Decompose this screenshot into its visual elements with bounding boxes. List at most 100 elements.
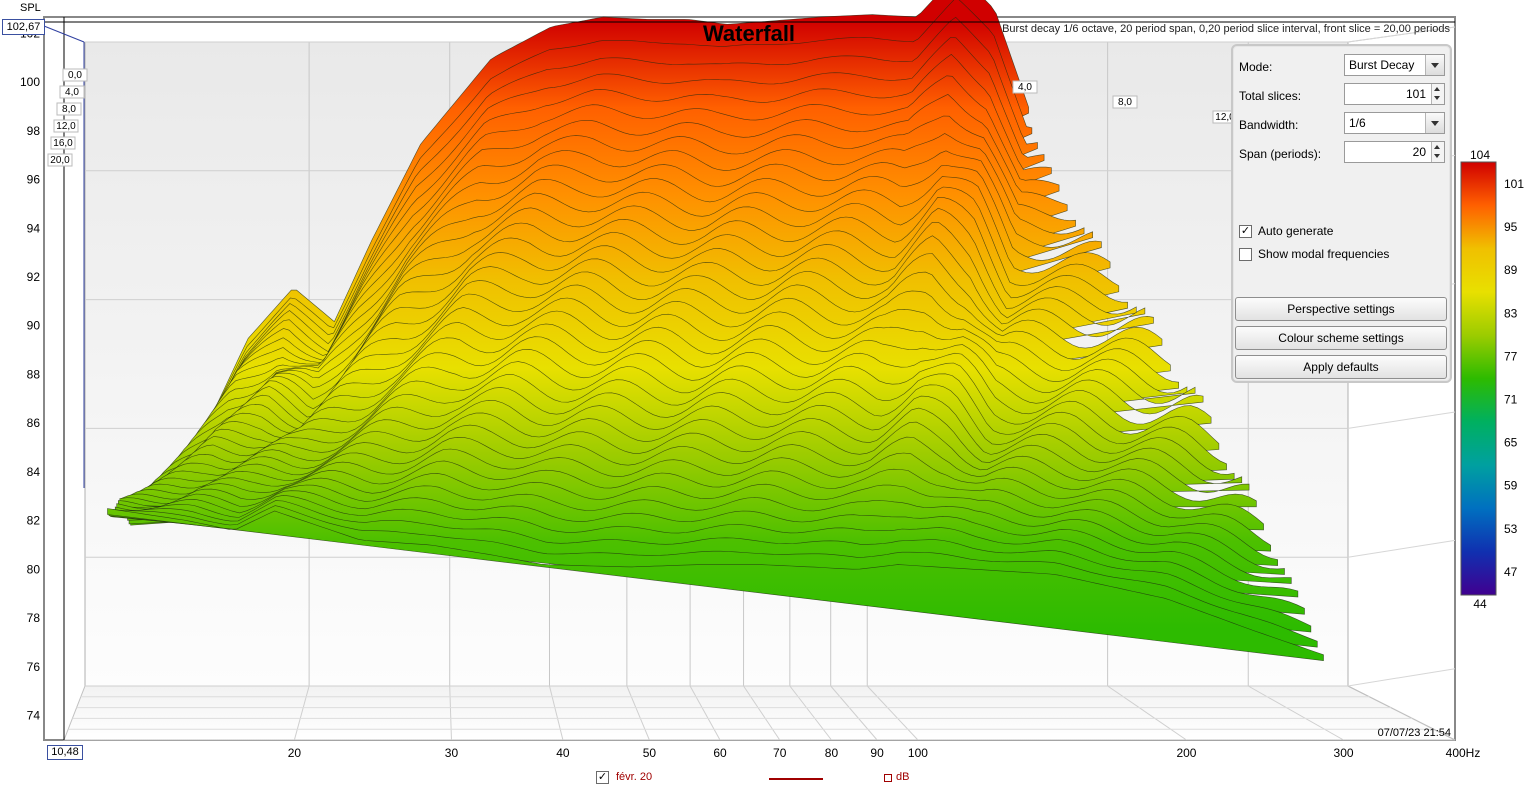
mode-label: Mode: bbox=[1239, 60, 1273, 74]
floor-gridline bbox=[743, 685, 781, 741]
colour-scale-tick: 59 bbox=[1504, 479, 1518, 493]
colour-scale-tick: 65 bbox=[1504, 436, 1518, 450]
y-tick-label: 92 bbox=[27, 270, 41, 284]
colour-scale-tick: 101 bbox=[1504, 177, 1524, 191]
side-gridline bbox=[1347, 668, 1456, 687]
x-cursor-readout: 10,48 bbox=[47, 745, 83, 760]
modal-frequencies-checkbox[interactable] bbox=[1239, 248, 1252, 261]
y-tick-label: 88 bbox=[27, 367, 41, 381]
depth-tick-box bbox=[1012, 80, 1038, 94]
x-tick-label: 80 bbox=[825, 746, 839, 760]
y-tick-label: 80 bbox=[27, 562, 41, 576]
depth-tick-box bbox=[47, 153, 73, 167]
depth-tick-label: 8,0 bbox=[62, 104, 76, 115]
series-checkbox[interactable]: ✓ bbox=[596, 771, 609, 784]
series-line-swatch bbox=[769, 778, 823, 780]
chevron-down-icon[interactable] bbox=[1425, 55, 1444, 75]
slices-stepper[interactable]: 101 bbox=[1344, 83, 1445, 105]
y-tick-label: 84 bbox=[27, 465, 41, 479]
y-tick-label: 76 bbox=[27, 660, 41, 674]
depth-tick-label: 0,0 bbox=[68, 70, 82, 81]
auto-generate-label: Auto generate bbox=[1258, 224, 1334, 238]
modal-frequencies-label: Show modal frequencies bbox=[1258, 247, 1390, 261]
perspective-settings-button[interactable]: Perspective settings bbox=[1235, 297, 1447, 321]
floor-gridline bbox=[449, 685, 452, 741]
span-label: Span (periods): bbox=[1239, 147, 1322, 161]
bandwidth-label: Bandwidth: bbox=[1239, 118, 1299, 132]
colour-scale-tick: 104 bbox=[1470, 148, 1490, 162]
auto-generate-checkbox[interactable]: ✓ bbox=[1239, 225, 1252, 238]
x-tick-label: 50 bbox=[643, 746, 657, 760]
floor-gridline bbox=[1107, 685, 1187, 741]
series-label: févr. 20 bbox=[616, 771, 653, 783]
depth-tick-label: 4,0 bbox=[1018, 82, 1032, 93]
x-tick-label: 100 bbox=[908, 746, 928, 760]
floor-gridline bbox=[789, 685, 832, 741]
depth-tick-box bbox=[59, 85, 85, 99]
x-tick-label: 20 bbox=[288, 746, 302, 760]
x-tick-label: 60 bbox=[713, 746, 727, 760]
colour-scheme-settings-button[interactable]: Colour scheme settings bbox=[1235, 326, 1447, 350]
bandwidth-select[interactable]: 1/6 bbox=[1344, 112, 1445, 134]
depth-tick-label: 8,0 bbox=[1118, 97, 1132, 108]
floor-gridline bbox=[1247, 685, 1344, 741]
depth-tick-label: 12,0 bbox=[56, 121, 76, 132]
right-floor-edge bbox=[1347, 685, 1456, 741]
side-gridline bbox=[1347, 411, 1456, 429]
side-gridline bbox=[1347, 539, 1456, 558]
mode-value: Burst Decay bbox=[1349, 58, 1415, 72]
floor-gridline bbox=[293, 685, 310, 741]
x-tick-label: 40 bbox=[556, 746, 570, 760]
depth-tick-box bbox=[62, 68, 88, 82]
colour-scale: 104 101 95 89 83 77 71 65 59 53 47 44 bbox=[1460, 148, 1524, 611]
colour-scale-bar bbox=[1460, 161, 1497, 596]
depth-tick-label: 20,0 bbox=[50, 155, 70, 166]
colour-scale-tick: 47 bbox=[1504, 565, 1518, 579]
depth-tick-box bbox=[56, 102, 82, 116]
timestamp: 07/07/23 21:54 bbox=[1378, 727, 1451, 739]
y-cursor-readout: 102,67 bbox=[2, 19, 45, 35]
unit-label: dB bbox=[896, 771, 910, 783]
colour-scale-tick: 83 bbox=[1504, 306, 1518, 320]
x-tick-label: 30 bbox=[445, 746, 459, 760]
y-tick-label: 78 bbox=[27, 611, 41, 625]
spin-arrows-icon[interactable] bbox=[1431, 84, 1444, 104]
chart-subtitle: Burst decay 1/6 octave, 20 period span, … bbox=[1002, 23, 1450, 35]
colour-scale-tick: 89 bbox=[1504, 263, 1518, 277]
mode-select[interactable]: Burst Decay bbox=[1344, 54, 1445, 76]
chart-title: Waterfall bbox=[703, 21, 795, 46]
side-gridline bbox=[1347, 26, 1456, 43]
unit-checkbox-icon[interactable] bbox=[884, 774, 892, 782]
apply-defaults-button[interactable]: Apply defaults bbox=[1235, 355, 1447, 379]
colour-scale-tick: 71 bbox=[1504, 393, 1518, 407]
spin-arrows-icon[interactable] bbox=[1431, 142, 1444, 162]
legend: ✓ févr. 20 dB bbox=[596, 771, 926, 787]
floor-gridline bbox=[549, 685, 564, 741]
depth-tick-box bbox=[53, 119, 79, 133]
y-tick-label: 98 bbox=[27, 124, 41, 138]
depth-tick-label: 12,0 bbox=[1215, 112, 1235, 123]
colour-scale-tick: 95 bbox=[1504, 220, 1518, 234]
depth-tick-box bbox=[50, 136, 76, 150]
depth-tick-box bbox=[1112, 95, 1138, 109]
span-value: 20 bbox=[1412, 145, 1426, 159]
x-tick-label: 90 bbox=[870, 746, 884, 760]
y-tick-label: 86 bbox=[27, 416, 41, 430]
y-tick-label: 74 bbox=[27, 709, 41, 723]
x-tick-label: 300 bbox=[1334, 746, 1354, 760]
floor-gridline bbox=[689, 685, 721, 741]
y-axis-label: SPL bbox=[20, 2, 41, 14]
depth-tick-label: 4,0 bbox=[65, 87, 79, 98]
span-stepper[interactable]: 20 bbox=[1344, 141, 1445, 163]
floor-gridline bbox=[830, 685, 878, 741]
waterfall-slice bbox=[107, 508, 1324, 662]
y-tick-label: 94 bbox=[27, 221, 41, 235]
x-tick-label: 400Hz bbox=[1446, 746, 1481, 760]
bandwidth-value: 1/6 bbox=[1349, 116, 1366, 130]
chevron-down-icon[interactable] bbox=[1425, 113, 1444, 133]
floor-gridline bbox=[866, 685, 919, 741]
cursor-diagonal-blue bbox=[43, 25, 85, 43]
x-tick-label: 200 bbox=[1176, 746, 1196, 760]
y-tick-label: 100 bbox=[20, 75, 40, 89]
